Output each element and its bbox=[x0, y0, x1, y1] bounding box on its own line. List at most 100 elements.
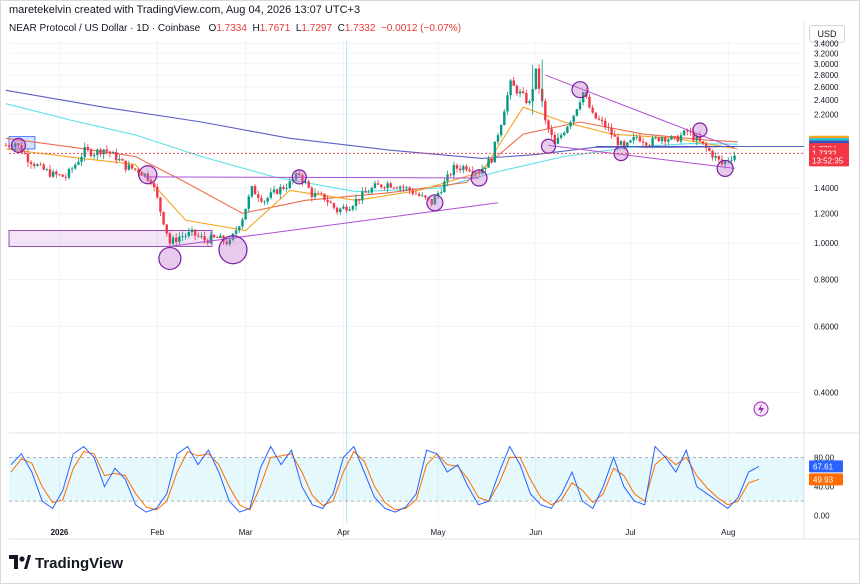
candle-body bbox=[720, 159, 724, 165]
candle-body bbox=[263, 201, 266, 203]
candle-body bbox=[449, 174, 452, 176]
candle-body bbox=[282, 186, 285, 189]
x-tick-label: Mar bbox=[239, 528, 253, 537]
candle-body bbox=[506, 95, 509, 112]
oscillator-value-tag bbox=[809, 473, 843, 486]
candle-body bbox=[279, 186, 282, 194]
candle-body bbox=[714, 156, 717, 158]
symbol-title: NEAR Protocol / US Dollar · 1D · Coinbas… bbox=[9, 23, 201, 34]
candle-body bbox=[200, 236, 203, 237]
candle-body bbox=[348, 209, 351, 211]
candle-body bbox=[411, 190, 415, 194]
candle-body bbox=[96, 149, 99, 156]
touch-circle bbox=[138, 165, 158, 185]
close-label: C bbox=[337, 23, 345, 34]
touch-circle bbox=[158, 246, 182, 271]
candle-body bbox=[389, 183, 392, 188]
candle-body bbox=[430, 198, 433, 205]
candle-body bbox=[61, 174, 64, 177]
candle-body bbox=[670, 136, 673, 140]
candle-body bbox=[45, 169, 49, 171]
candle-body bbox=[48, 169, 52, 177]
candle-body bbox=[165, 224, 168, 234]
candle-body bbox=[594, 112, 597, 119]
candle-body bbox=[468, 169, 471, 172]
close-value: 1.7332 bbox=[344, 23, 376, 34]
candle-body bbox=[398, 186, 402, 189]
candle-body bbox=[115, 151, 118, 161]
candle-body bbox=[600, 119, 604, 121]
credit-line: maretekelvin created with TradingView.co… bbox=[9, 4, 361, 16]
candle-body bbox=[673, 136, 676, 137]
candle-body bbox=[241, 219, 244, 227]
candle-body bbox=[455, 165, 459, 169]
candle-body bbox=[458, 168, 462, 171]
candle-body bbox=[111, 151, 115, 154]
candle-body bbox=[14, 143, 17, 148]
oscillator-band bbox=[9, 457, 804, 502]
touch-circle bbox=[571, 81, 589, 99]
candle-body bbox=[168, 233, 172, 244]
candle-body bbox=[351, 206, 355, 210]
x-tick-label: Jun bbox=[529, 528, 542, 537]
y-tick-label: 3.4000 bbox=[814, 39, 839, 48]
candle-body bbox=[509, 80, 512, 96]
candle-body bbox=[181, 236, 184, 238]
candle-body bbox=[383, 187, 386, 189]
candle-body bbox=[102, 149, 105, 155]
candle-body bbox=[234, 230, 238, 234]
candle-body bbox=[607, 127, 610, 128]
candle-body bbox=[477, 172, 481, 174]
candle-body bbox=[118, 159, 121, 161]
candle-body bbox=[452, 165, 456, 176]
candle-body bbox=[465, 166, 468, 170]
candle-body bbox=[149, 180, 153, 184]
candle-body bbox=[395, 187, 399, 189]
candle-body bbox=[121, 159, 124, 161]
x-tick-label: Feb bbox=[150, 528, 164, 537]
candle-body bbox=[89, 149, 93, 157]
candle-body bbox=[575, 109, 579, 116]
candle-body bbox=[717, 156, 721, 160]
candle-body bbox=[503, 111, 506, 126]
open-label: O bbox=[208, 23, 217, 34]
candle-body bbox=[51, 171, 55, 177]
candle-body bbox=[257, 194, 260, 198]
candle-body bbox=[326, 199, 329, 203]
candle-body bbox=[496, 135, 500, 142]
candle-body bbox=[228, 239, 232, 245]
candle-body bbox=[36, 164, 39, 166]
candle-body bbox=[23, 152, 26, 154]
currency-selector[interactable]: USD bbox=[809, 25, 845, 43]
candle-body bbox=[26, 153, 30, 163]
candle-body bbox=[629, 140, 632, 143]
candle-body bbox=[357, 198, 361, 201]
price-tag bbox=[809, 154, 849, 167]
candle-body bbox=[660, 137, 664, 142]
candle-body bbox=[525, 93, 528, 103]
candle-body bbox=[70, 168, 74, 170]
candle-body bbox=[130, 164, 134, 169]
candle-body bbox=[682, 130, 686, 136]
candle-body bbox=[29, 162, 33, 165]
candle-body bbox=[307, 181, 310, 188]
candle-body bbox=[436, 192, 440, 197]
candle-body bbox=[159, 197, 162, 212]
candle-body bbox=[490, 158, 493, 163]
candle-body bbox=[440, 192, 443, 193]
candle-body bbox=[294, 173, 298, 180]
candle-body bbox=[638, 136, 642, 142]
candle-body bbox=[701, 141, 705, 144]
candle-body bbox=[698, 136, 702, 142]
candle-body bbox=[597, 118, 601, 120]
candle-body bbox=[588, 96, 591, 108]
candle-body bbox=[219, 235, 222, 239]
candle-body bbox=[626, 142, 629, 147]
candle-body bbox=[329, 202, 332, 204]
candle-body bbox=[301, 175, 304, 182]
candle-body bbox=[216, 237, 219, 239]
candle-body bbox=[578, 102, 582, 110]
candle-body bbox=[156, 186, 159, 198]
